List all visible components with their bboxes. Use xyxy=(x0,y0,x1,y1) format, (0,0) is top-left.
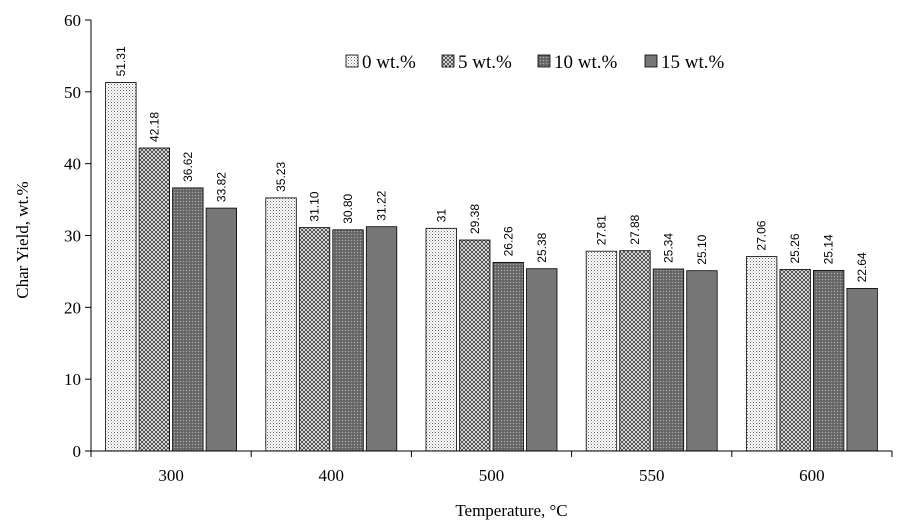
y-axis-title: Char Yield, wt.% xyxy=(13,181,32,298)
bar-400-10wt xyxy=(332,229,364,452)
bar-300-0wt xyxy=(105,82,137,452)
x-tick-label: 300 xyxy=(158,466,184,485)
legend-label: 5 wt.% xyxy=(458,52,512,73)
data-label: 25.26 xyxy=(788,233,802,263)
data-label: 35.23 xyxy=(274,162,288,192)
legend-swatch xyxy=(644,54,658,68)
legend-swatch xyxy=(441,54,455,68)
x-tick-label: 600 xyxy=(799,466,825,485)
bar-600-10wt xyxy=(813,269,845,452)
x-tick-label: 400 xyxy=(319,466,345,485)
data-label: 31.10 xyxy=(308,191,322,221)
data-label: 25.38 xyxy=(535,232,549,262)
data-label: 25.34 xyxy=(661,233,675,263)
bar-500-15wt xyxy=(526,268,558,452)
bar-400-0wt xyxy=(265,197,297,452)
data-label: 31.22 xyxy=(375,190,389,220)
bar-600-15wt xyxy=(846,287,878,452)
data-label: 36.62 xyxy=(181,152,195,182)
y-tick-label: 40 xyxy=(64,155,81,174)
legend-label: 15 wt.% xyxy=(661,52,725,73)
bar-550-10wt xyxy=(652,268,685,452)
bar-550-5wt xyxy=(619,250,651,452)
y-tick-label: 0 xyxy=(73,442,82,461)
data-label: 33.82 xyxy=(214,172,228,202)
data-label: 26.26 xyxy=(501,226,515,256)
bar-400-15wt xyxy=(365,226,398,452)
data-label: 25.14 xyxy=(822,234,836,264)
y-tick-label: 30 xyxy=(64,227,81,246)
data-label: 31 xyxy=(434,209,448,223)
bar-400-5wt xyxy=(298,227,331,452)
bar-300-5wt xyxy=(138,147,171,452)
y-tick-label: 60 xyxy=(64,11,81,30)
bar-300-10wt xyxy=(172,187,204,452)
legend-swatch xyxy=(537,54,551,68)
legend-swatch xyxy=(345,54,359,68)
bar-500-10wt xyxy=(492,261,524,452)
x-tick-label: 500 xyxy=(479,466,505,485)
x-tick-label: 550 xyxy=(639,466,665,485)
y-tick-label: 10 xyxy=(64,370,81,389)
data-label: 27.06 xyxy=(755,220,769,250)
bar-550-15wt xyxy=(686,270,718,452)
bar-500-0wt xyxy=(425,227,457,452)
data-label: 42.18 xyxy=(147,112,161,142)
data-label: 51.31 xyxy=(114,46,128,76)
data-label: 22.64 xyxy=(855,252,869,282)
data-label: 25.10 xyxy=(695,234,709,264)
data-label: 27.88 xyxy=(628,214,642,244)
data-label: 30.80 xyxy=(341,193,355,223)
data-label: 27.81 xyxy=(594,215,608,245)
legend-label: 0 wt.% xyxy=(362,52,416,73)
data-label: 29.38 xyxy=(468,204,482,234)
x-axis-title: Temperature, °C xyxy=(455,501,567,520)
y-tick-label: 20 xyxy=(64,298,81,317)
bar-550-0wt xyxy=(585,250,618,452)
bar-500-5wt xyxy=(459,239,491,452)
legend-label: 10 wt.% xyxy=(554,52,618,73)
bar-600-0wt xyxy=(746,256,778,452)
y-tick-label: 50 xyxy=(64,83,81,102)
bar-600-5wt xyxy=(779,269,811,452)
bar-300-15wt xyxy=(205,207,238,452)
